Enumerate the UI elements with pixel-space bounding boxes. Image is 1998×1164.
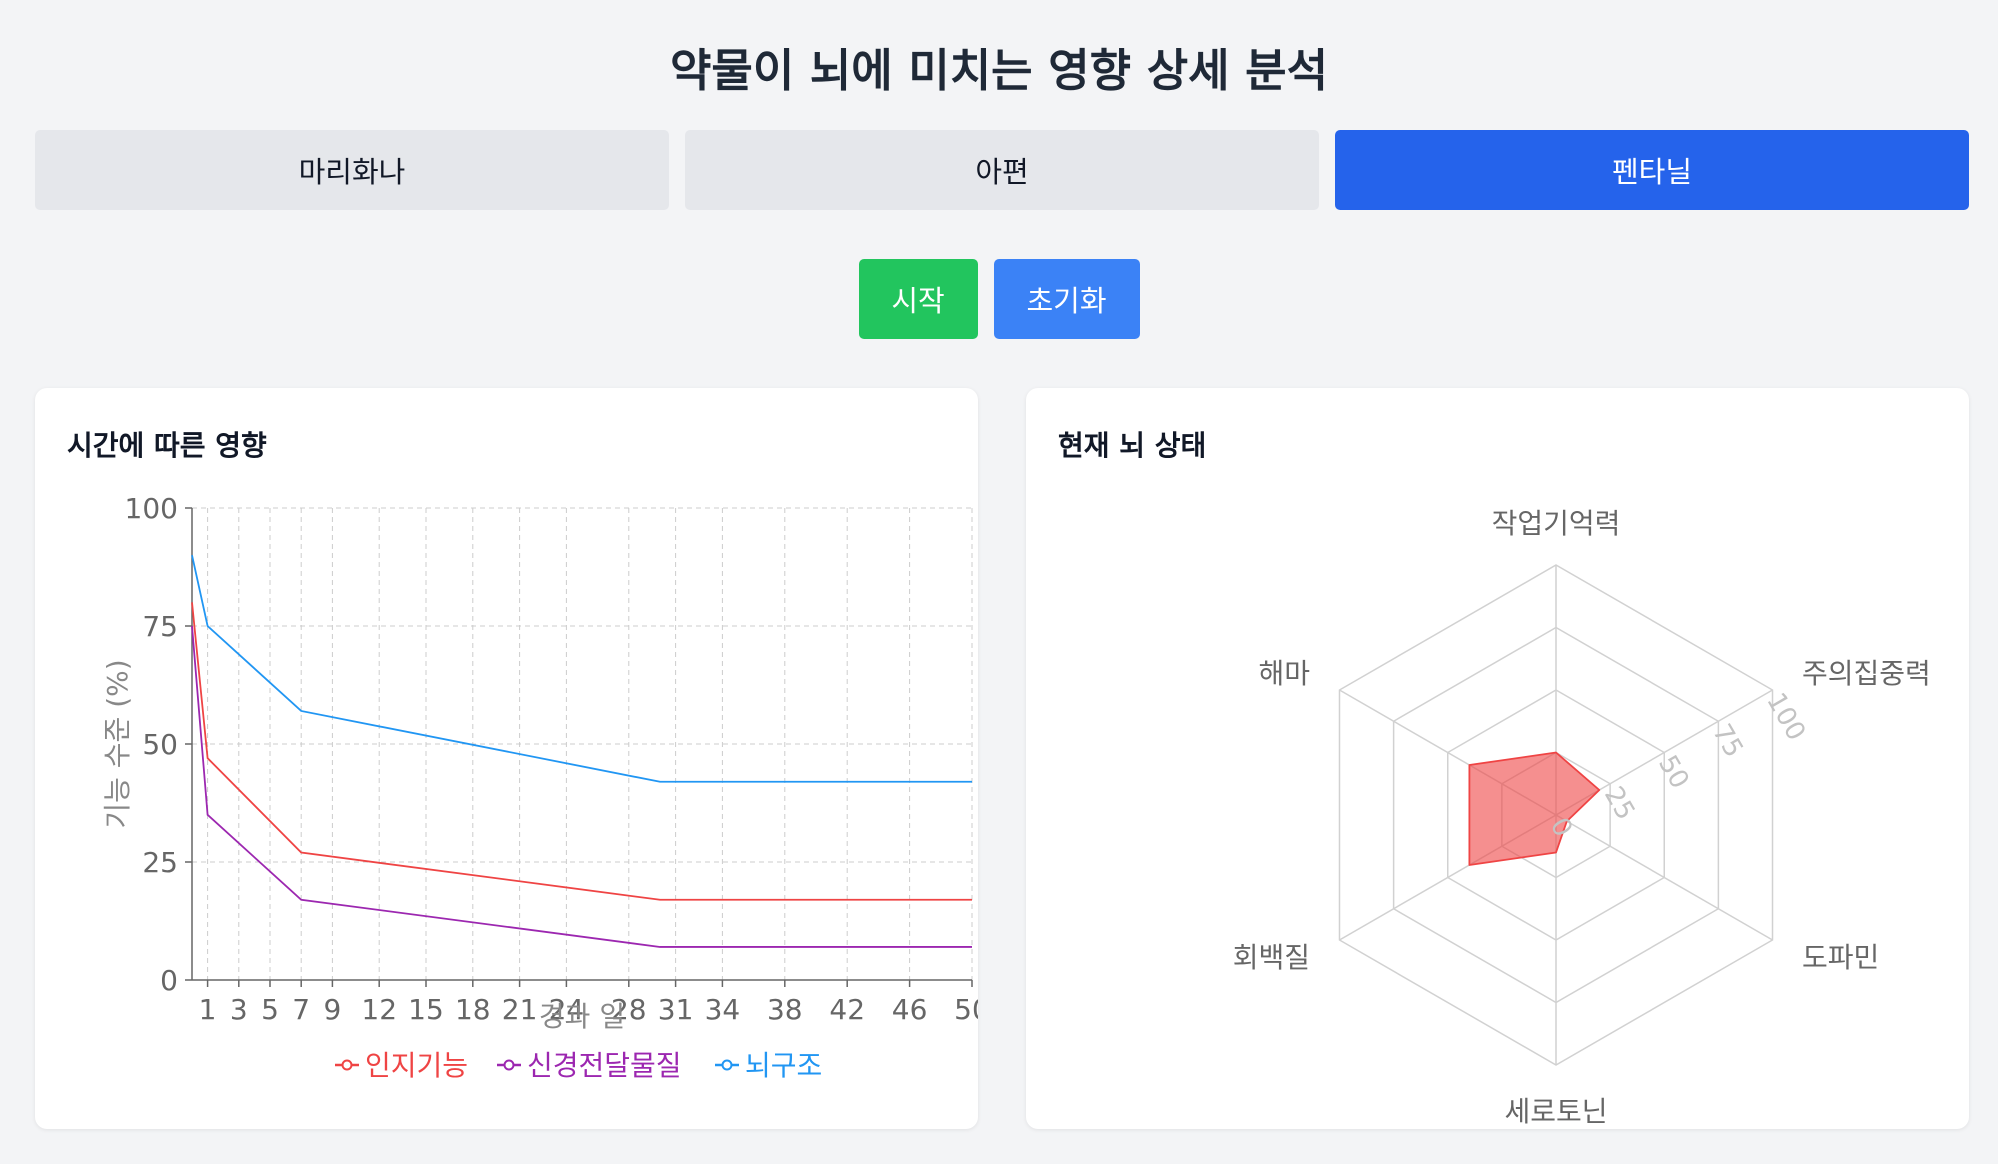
y-axis-label: 기능 수준 (%)	[101, 659, 134, 828]
x-tick-label: 7	[292, 993, 310, 1026]
x-tick-label: 15	[408, 993, 444, 1026]
x-tick-label: 12	[361, 993, 397, 1026]
radar-axis-label: 회백질	[1233, 941, 1310, 974]
x-tick-label: 3	[230, 993, 248, 1026]
x-tick-label: 21	[502, 993, 538, 1026]
timeline-title: 시간에 따른 영향	[67, 429, 267, 462]
status-card: 현재 뇌 상태 0 25 50 75 100 작업기억력 주의집중력 도파민 세로토닌 회백질 해마	[1026, 388, 1969, 1129]
x-tick-label: 50	[954, 993, 978, 1026]
timeline-card: 시간에 따른 영향 0 25 50 75 100 1 3 5 7 9 12 15 18 21 24 28 31 3…	[35, 388, 978, 1129]
legend-marker-dot	[341, 1059, 353, 1071]
x-tick-label: 46	[892, 993, 928, 1026]
y-tick-label: 25	[142, 846, 178, 879]
x-tick-label: 1	[199, 993, 217, 1026]
radar-axis-label: 도파민	[1802, 941, 1879, 974]
series-line	[191, 602, 972, 901]
y-tick-label: 100	[125, 492, 178, 525]
radial-tick-label: 100	[1760, 688, 1811, 746]
x-tick-label: 18	[455, 993, 491, 1026]
status-title: 현재 뇌 상태	[1058, 429, 1207, 462]
tab-fentanyl[interactable]: 펜타닐	[1335, 130, 1969, 210]
radar-axis-label: 해마	[1259, 657, 1311, 690]
x-tick-label: 31	[658, 993, 694, 1026]
x-tick-label: 24	[549, 993, 585, 1026]
radial-tick-label: 50	[1652, 750, 1695, 794]
radial-tick-label: 75	[1706, 719, 1749, 763]
radar-axis-label: 작업기억력	[1492, 507, 1621, 540]
radial-tick-label: 25	[1598, 782, 1641, 826]
radar-axis-label: 세로토닌	[1504, 1095, 1607, 1128]
line-chart: 025507510013579121518212428313438424650기…	[101, 492, 978, 1082]
x-axis-label: 경과 일	[539, 1000, 625, 1033]
legend-label: 인지기능	[365, 1049, 468, 1082]
start-button[interactable]: 시작	[858, 259, 978, 339]
y-tick-label: 50	[142, 728, 178, 761]
controls: 시작 초기화	[0, 259, 1998, 339]
x-tick-label: 9	[323, 993, 341, 1026]
drug-tabs: 마리화나 아편 펜타닐	[35, 130, 1969, 210]
legend-label: 신경전달물질	[527, 1049, 682, 1082]
tab-opium[interactable]: 아편	[685, 130, 1319, 210]
x-tick-label: 34	[705, 993, 741, 1026]
legend-label: 뇌구조	[745, 1049, 822, 1082]
x-tick-label: 28	[611, 993, 647, 1026]
page-title: 약물이 뇌에 미치는 영향 상세 분석	[670, 44, 1328, 97]
radar-spoke	[1555, 814, 1773, 941]
legend-marker-dot	[503, 1059, 515, 1071]
legend-marker-dot	[721, 1059, 733, 1071]
x-tick-label: 42	[829, 993, 865, 1026]
series-line	[191, 625, 972, 948]
x-tick-label: 38	[767, 993, 803, 1026]
radar-area	[1468, 751, 1601, 866]
tab-marijuana[interactable]: 마리화나	[35, 130, 669, 210]
y-tick-label: 0	[160, 964, 178, 997]
reset-button[interactable]: 초기화	[993, 259, 1140, 339]
legend: 인지기능 신경전달물질 뇌구조	[335, 1049, 822, 1082]
y-tick-label: 75	[142, 610, 178, 643]
series-line	[191, 555, 972, 783]
radar-axis-label: 주의집중력	[1802, 657, 1931, 690]
x-tick-label: 5	[261, 993, 279, 1026]
